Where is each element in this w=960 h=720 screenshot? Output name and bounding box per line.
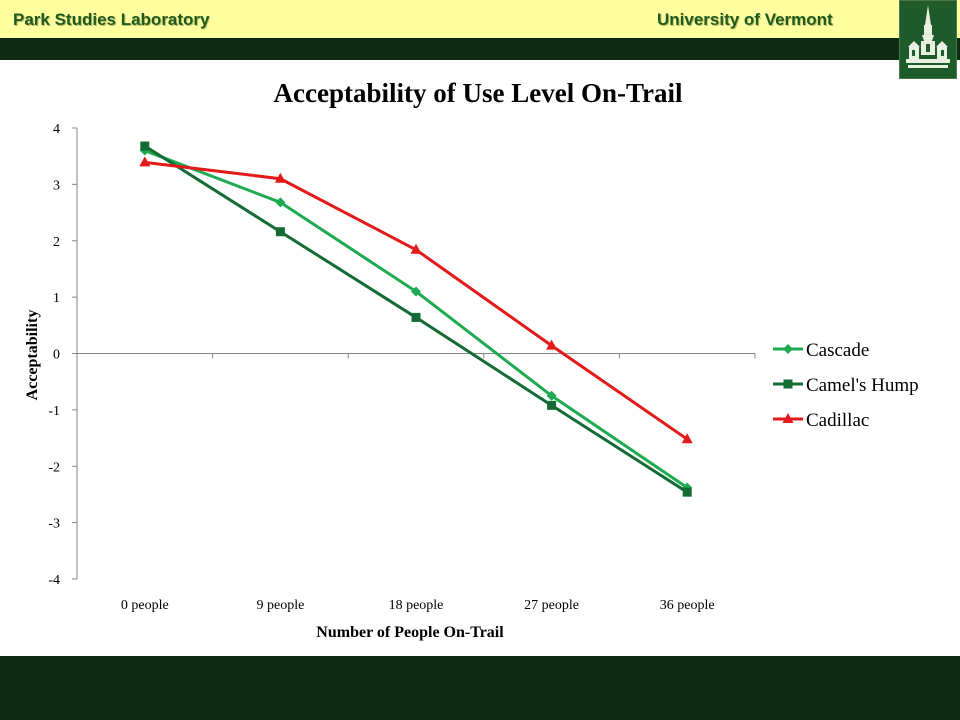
- series-layer: [139, 141, 693, 497]
- y-tick-label: 1: [53, 291, 60, 306]
- y-tick-label: -3: [48, 517, 60, 532]
- y-tick-label: -2: [48, 460, 60, 475]
- x-tick-label: 9 people: [256, 598, 304, 613]
- legend-marker: [783, 379, 793, 389]
- legend-label: Camel's Hump: [806, 375, 919, 396]
- y-tick-label: 0: [53, 348, 60, 363]
- data-point: [411, 286, 421, 297]
- legend-item-cascade: Cascade: [773, 340, 869, 361]
- data-point: [546, 390, 557, 401]
- legend-label: Cascade: [806, 340, 869, 361]
- chart-axes: [72, 127, 756, 580]
- legend-label: Cadillac: [806, 410, 869, 431]
- data-point: [274, 172, 286, 183]
- data-point: [547, 400, 557, 410]
- footer-band: [0, 656, 960, 720]
- y-tick-label: -4: [48, 573, 60, 588]
- y-tick-label: 2: [53, 235, 60, 250]
- y-axis-label: Acceptability: [24, 310, 41, 401]
- data-point: [411, 312, 421, 322]
- chart-title: Acceptability of Use Level On-Trail: [274, 78, 683, 108]
- uvm-building-icon: [899, 0, 957, 79]
- data-point: [546, 339, 558, 350]
- data-point: [140, 141, 150, 151]
- university-name: University of Vermont: [657, 10, 833, 29]
- data-point: [410, 243, 422, 254]
- x-tick-label: 36 people: [660, 598, 715, 613]
- x-tick-label: 0 people: [121, 598, 169, 613]
- data-point: [682, 487, 692, 497]
- legend: Cascade Camel's Hump Cadillac: [773, 340, 919, 431]
- legend-item-camel-s-hump: Camel's Hump: [773, 375, 919, 396]
- x-axis-label: Number of People On-Trail: [316, 624, 504, 641]
- header-band: Park Studies Laboratory University of Ve…: [0, 0, 960, 38]
- header-divider-band: [0, 38, 960, 60]
- y-tick-label: 4: [53, 122, 60, 137]
- line-chart: Acceptability of Use Level On-Trail 4 3 2 1…: [24, 78, 919, 641]
- data-point: [275, 197, 286, 208]
- lab-name: Park Studies Laboratory: [13, 10, 210, 29]
- series-line-cadillac: [144, 160, 689, 441]
- legend-marker: [782, 413, 794, 423]
- legend-item-cadillac: Cadillac: [773, 410, 869, 431]
- x-tick-label: 18 people: [389, 598, 444, 613]
- data-point: [275, 227, 285, 237]
- x-tick-labels: 0 people 9 people 18 people 27 people 36 peo…: [121, 598, 715, 613]
- y-tick-label: 3: [53, 178, 60, 193]
- data-point: [139, 156, 151, 167]
- y-tick-label: -1: [48, 404, 60, 419]
- series-cadillac: [139, 156, 693, 444]
- data-point: [681, 433, 693, 444]
- series-camel-s-hump: [140, 141, 692, 497]
- y-tick-labels: 4 3 2 1 0 -1 -2 -3 -4: [48, 122, 60, 588]
- legend-marker: [783, 344, 793, 354]
- x-tick-label: 27 people: [524, 598, 579, 613]
